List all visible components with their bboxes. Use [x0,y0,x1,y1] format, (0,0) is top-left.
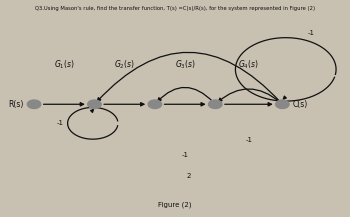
Circle shape [88,100,101,108]
Text: $G_3(s)$: $G_3(s)$ [175,59,196,71]
Text: $G_4(s)$: $G_4(s)$ [238,59,259,71]
Circle shape [27,100,41,108]
Text: Figure (2): Figure (2) [158,201,192,208]
Text: -1: -1 [182,152,189,158]
Text: $G_2(s)$: $G_2(s)$ [114,59,135,71]
Circle shape [276,100,289,108]
Text: 2: 2 [186,173,191,179]
Circle shape [209,100,222,108]
Text: -1: -1 [307,30,314,36]
Text: Q3.Using Mason's rule, find the transfer function, T(s) =C(s)/R(s), for the syst: Q3.Using Mason's rule, find the transfer… [35,6,315,11]
Text: -1: -1 [57,120,64,126]
Text: C(s): C(s) [293,100,308,109]
Text: R(s): R(s) [9,100,24,109]
Circle shape [148,100,162,108]
Text: $G_1(s)$: $G_1(s)$ [54,59,75,71]
Text: -1: -1 [245,137,252,143]
